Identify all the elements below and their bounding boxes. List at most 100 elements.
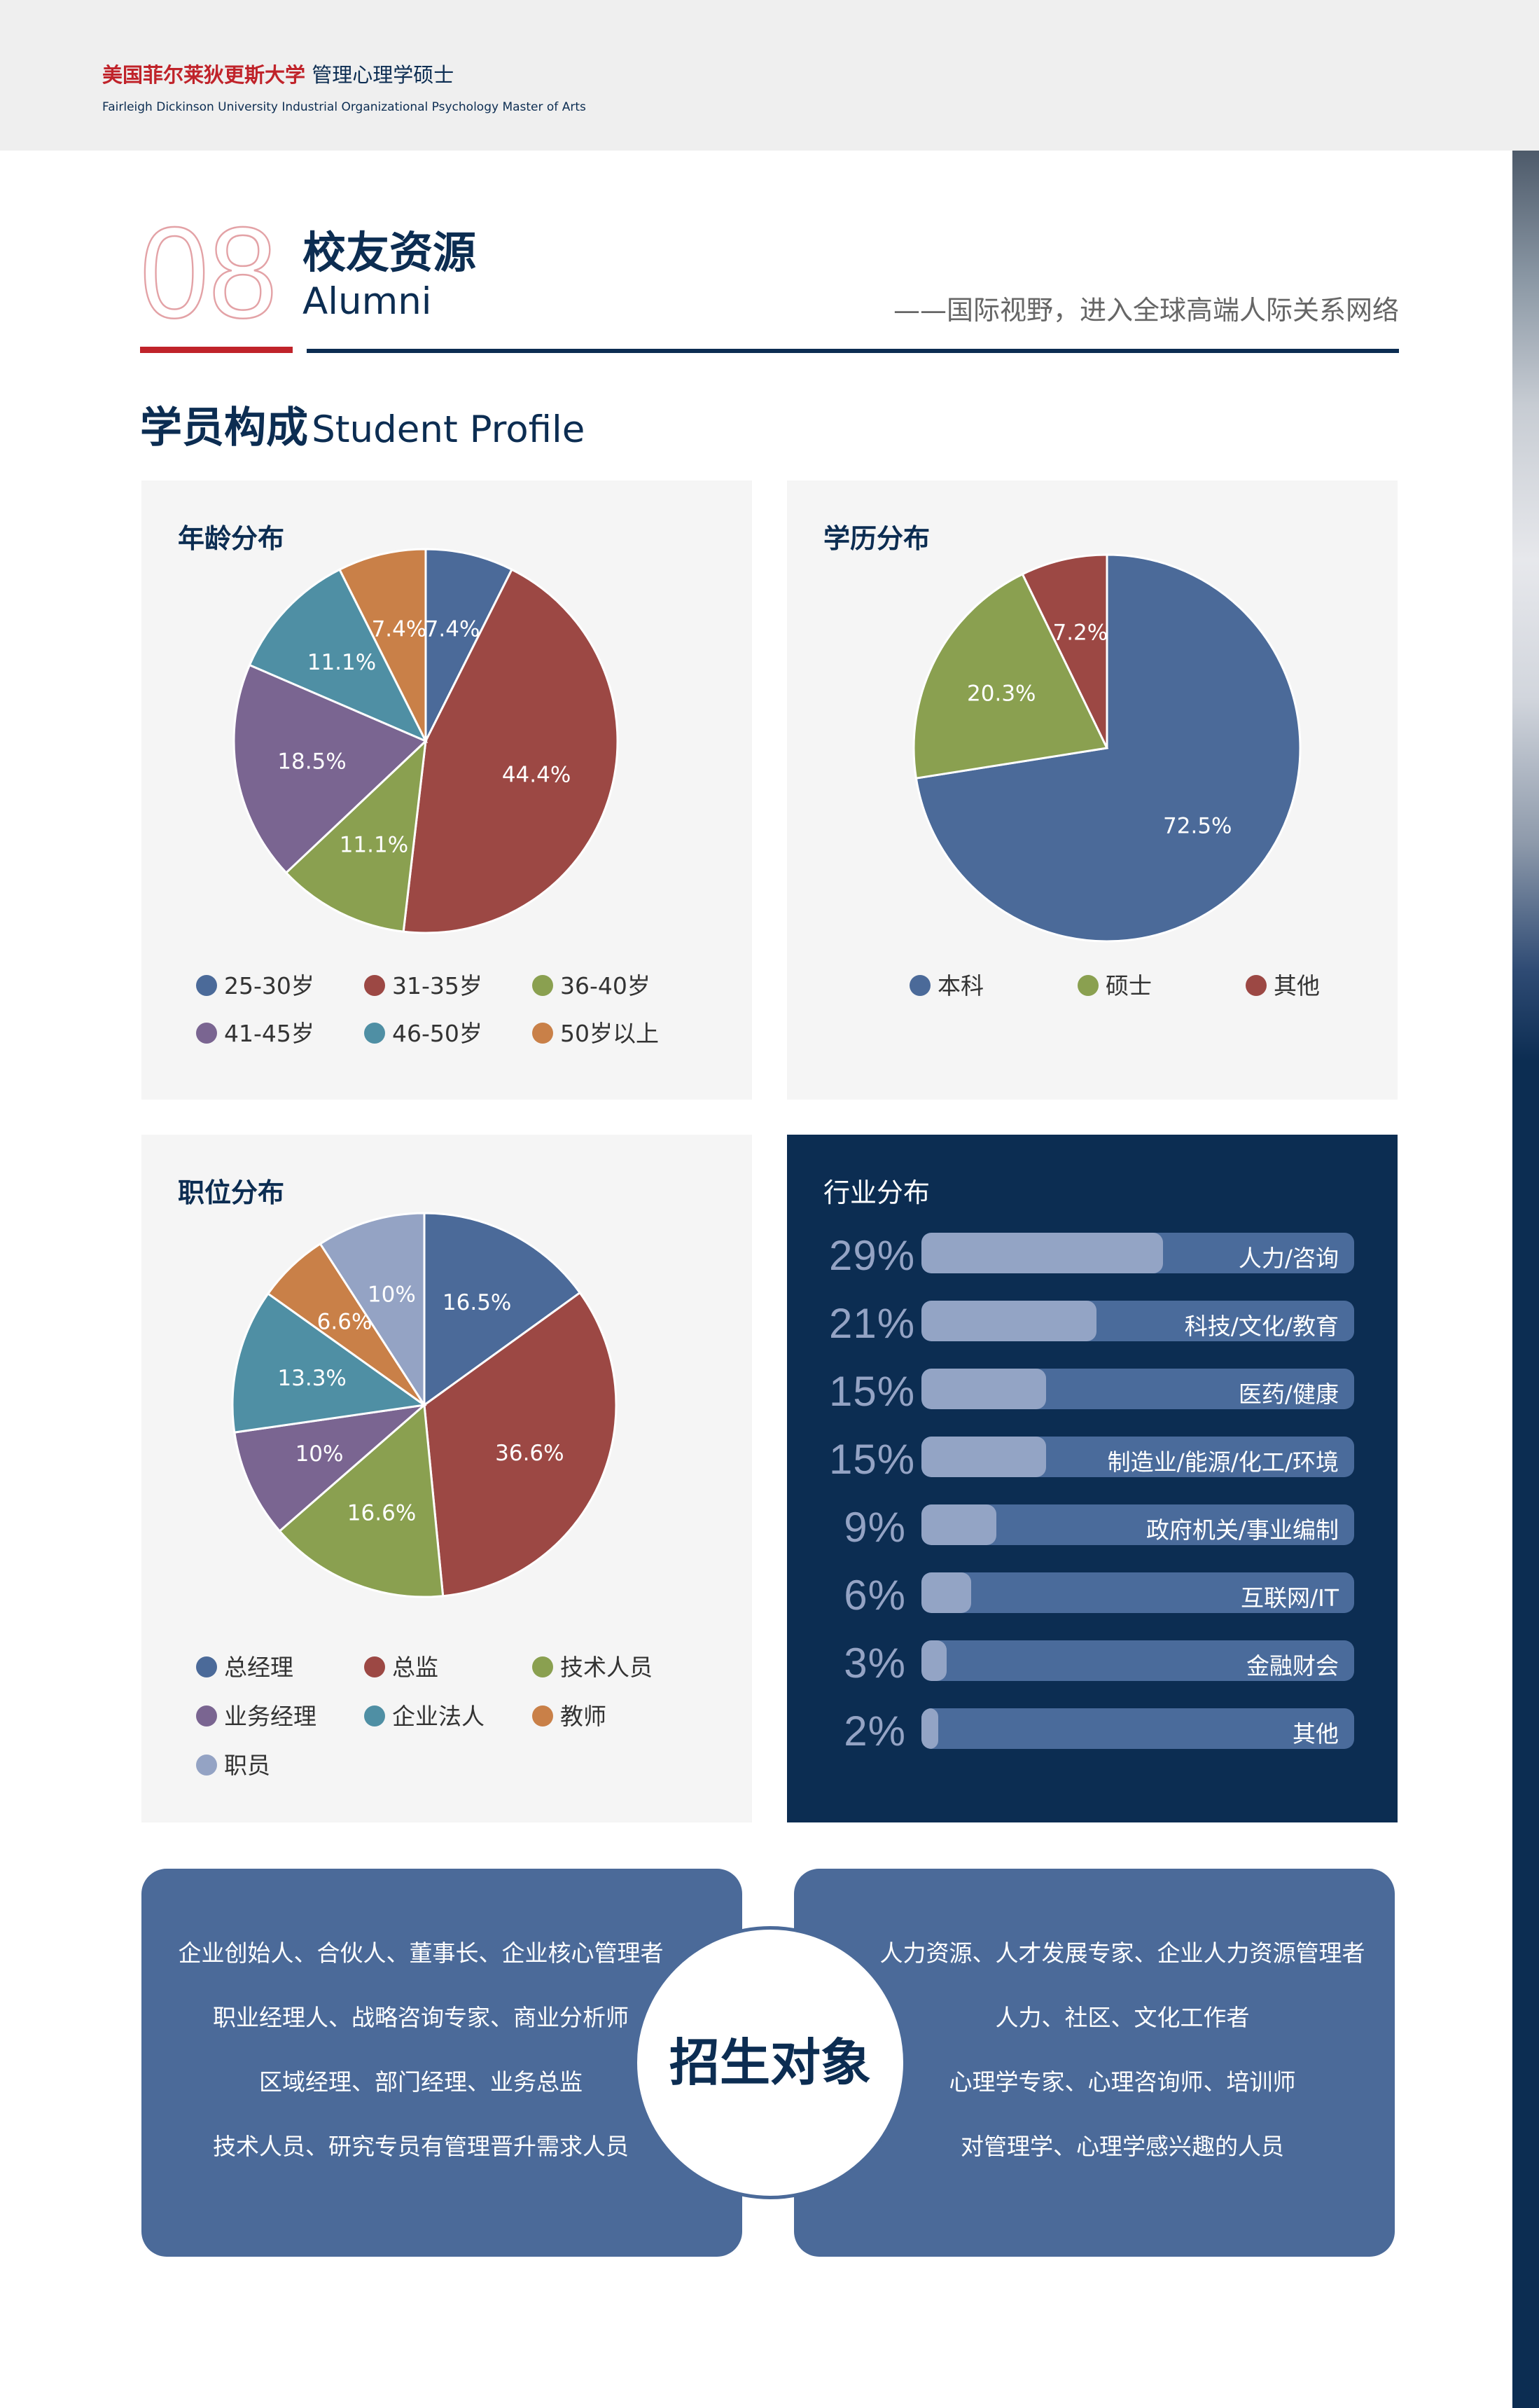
section-title-cn: 校友资源 bbox=[302, 227, 477, 278]
industry-chart-title: 行业分布 bbox=[823, 1177, 931, 1208]
industry-distribution-card: 行业分布 29% 人力/咨询 21% 科技/文化/教育 15% 医药/健康 15% 制造业/能… bbox=[787, 1135, 1398, 1822]
industry-label: 医药/健康 bbox=[1238, 1381, 1339, 1408]
page-header bbox=[0, 0, 1539, 151]
industry-percent: 3% bbox=[844, 1640, 906, 1687]
pie-slice-31-35岁 bbox=[402, 568, 619, 934]
legend-swatch bbox=[1078, 975, 1099, 996]
industry-percent: 6% bbox=[844, 1572, 906, 1619]
industry-bar-row: 15% 医药/健康 bbox=[829, 1368, 1354, 1415]
legend-label: 41-45岁 bbox=[224, 1020, 314, 1047]
position-pie-chart: 16.5%36.6%16.6%10%13.3%6.6%10%总经理 总监 技术人员业… bbox=[196, 1212, 653, 1779]
pie-slice-职员 bbox=[319, 1212, 426, 1409]
pie-data-label: 11.1% bbox=[307, 650, 376, 675]
pie-slice-总监 bbox=[423, 1291, 618, 1598]
industry-percent: 21% bbox=[829, 1300, 916, 1347]
pie-slice-41-45岁 bbox=[232, 663, 428, 875]
section-rule-accent bbox=[140, 347, 293, 353]
brand-english-name: Fairleigh Dickinson University Industria… bbox=[102, 100, 586, 114]
industry-percent: 15% bbox=[829, 1436, 916, 1483]
pie-slice-技术人员 bbox=[278, 1402, 445, 1598]
pie-slice-总经理 bbox=[423, 1212, 582, 1407]
legend-label: 总经理 bbox=[224, 1654, 293, 1681]
industry-bar-fill bbox=[921, 1572, 972, 1613]
legend-swatch bbox=[196, 975, 217, 996]
pie-slice-业务经理 bbox=[233, 1403, 428, 1533]
pie-data-label: 16.5% bbox=[443, 1290, 511, 1315]
section-title-en: Alumni bbox=[302, 280, 432, 323]
brand-title: 美国菲尔莱狄更斯大学 管理心理学硕士 bbox=[102, 59, 454, 88]
section-number: 08 bbox=[140, 216, 278, 328]
legend-label: 其他 bbox=[1274, 972, 1320, 999]
industry-bar-row: 15% 制造业/能源/化工/环境 bbox=[829, 1436, 1354, 1483]
industry-label: 政府机关/事业编制 bbox=[1145, 1516, 1339, 1544]
industry-label: 其他 bbox=[1293, 1720, 1339, 1748]
legend-swatch bbox=[364, 1656, 385, 1677]
legend-label: 50岁以上 bbox=[560, 1020, 659, 1047]
student-profile-heading-cn: 学员构成 bbox=[140, 403, 308, 452]
legend-label: 业务经理 bbox=[224, 1703, 316, 1730]
legend-swatch bbox=[196, 1023, 217, 1044]
age-pie-chart: 7.4% 44.4% 11.1% 18.5% 11.1% 7.4% 25-30岁 31-35岁… bbox=[196, 548, 659, 1047]
pie-slice-36-40岁 bbox=[284, 738, 427, 933]
industry-bar-row: 29% 人力/咨询 bbox=[829, 1232, 1354, 1279]
pie-slice-25-30岁 bbox=[424, 548, 513, 742]
svg-text:08: 08 bbox=[140, 216, 277, 328]
education-chart-title: 学历分布 bbox=[823, 523, 931, 554]
pie-slice-46-50岁 bbox=[248, 568, 429, 744]
pie-data-label: 18.5% bbox=[277, 749, 346, 775]
student-profile-heading: 学员构成 Student Profile bbox=[140, 394, 585, 455]
pie-slice-其他 bbox=[1021, 553, 1108, 749]
pie-data-label: 7.2% bbox=[1052, 620, 1108, 645]
industry-label: 金融财会 bbox=[1246, 1652, 1339, 1680]
legend-swatch bbox=[196, 1656, 217, 1677]
targets-title: 招生对象 bbox=[669, 2033, 871, 2092]
position-distribution-card: 职位分布 16.5% 36.6% 16.6% 10% 13.3% 6.6% 10% 总经理 总监… bbox=[141, 1135, 752, 1822]
pie-data-label: 72.5% bbox=[1163, 813, 1232, 838]
industry-label: 制造业/能源/化工/环境 bbox=[1107, 1448, 1339, 1476]
legend-label: 36-40岁 bbox=[560, 972, 650, 999]
pie-data-label: 6.6% bbox=[317, 1310, 372, 1335]
pie-data-label: 7.4% bbox=[372, 616, 427, 642]
legend-label: 职员 bbox=[224, 1752, 270, 1779]
legend-swatch bbox=[532, 975, 553, 996]
pie-data-label: 13.3% bbox=[277, 1366, 346, 1391]
industry-bar-fill bbox=[921, 1369, 1047, 1409]
industry-bar-fill bbox=[921, 1708, 938, 1749]
legend-label: 总监 bbox=[392, 1654, 438, 1681]
education-pie-chart: 72.5% 20.3% 7.2% 本科 硕士 其他 bbox=[910, 553, 1320, 999]
pie-data-label: 11.1% bbox=[340, 832, 408, 857]
industry-bar-track: 科技/文化/教育 bbox=[921, 1301, 1354, 1341]
legend-label: 25-30岁 bbox=[224, 972, 314, 999]
section-slogan: ——国际视野，进入全球高端人际关系网络 bbox=[893, 295, 1399, 326]
target-left-item: 技术人员、研究专员有管理晋升需求人员 bbox=[213, 2133, 629, 2160]
pie-data-label: 10% bbox=[368, 1282, 416, 1308]
pie-slice-硕士 bbox=[912, 572, 1109, 780]
legend-label: 46-50岁 bbox=[392, 1020, 482, 1047]
brand-program-name: 管理心理学硕士 bbox=[312, 63, 454, 87]
age-distribution-card: 年龄分布 7.4% 44.4% 11.1% 18.5% 11.1% 7.4% 25-30岁 3… bbox=[141, 480, 752, 1100]
industry-bar-fill bbox=[921, 1233, 1163, 1273]
pie-data-label: 16.6% bbox=[347, 1500, 416, 1525]
targets-badge: 招生对象 bbox=[634, 1926, 907, 2199]
industry-bar-row: 6% 互联网/IT bbox=[829, 1572, 1354, 1619]
industry-label: 互联网/IT bbox=[1240, 1584, 1339, 1612]
legend-swatch bbox=[364, 1705, 385, 1727]
industry-label: 科技/文化/教育 bbox=[1184, 1313, 1339, 1340]
legend-label: 硕士 bbox=[1106, 972, 1152, 999]
industry-percent: 29% bbox=[829, 1232, 916, 1279]
pie-data-label: 10% bbox=[295, 1441, 344, 1467]
industry-bar-track: 其他 bbox=[921, 1708, 1354, 1749]
edge-photo-strip bbox=[1512, 151, 1539, 1061]
industry-bar-track: 医药/健康 bbox=[921, 1369, 1354, 1409]
industry-bar-track: 人力/咨询 bbox=[921, 1233, 1354, 1273]
brand-university-name: 美国菲尔莱狄更斯大学 bbox=[102, 63, 306, 87]
legend-swatch bbox=[364, 975, 385, 996]
industry-bar-track: 金融财会 bbox=[921, 1640, 1354, 1681]
student-profile-heading-en: Student Profile bbox=[312, 408, 585, 451]
target-left-item: 职业经理人、战略咨询专家、商业分析师 bbox=[213, 2004, 629, 2031]
legend-swatch bbox=[532, 1656, 553, 1677]
legend-label: 31-35岁 bbox=[392, 972, 482, 999]
pie-data-label: 44.4% bbox=[502, 762, 571, 787]
target-right-item: 心理学专家、心理咨询师、培训师 bbox=[949, 2068, 1296, 2096]
legend-label: 技术人员 bbox=[560, 1654, 653, 1681]
